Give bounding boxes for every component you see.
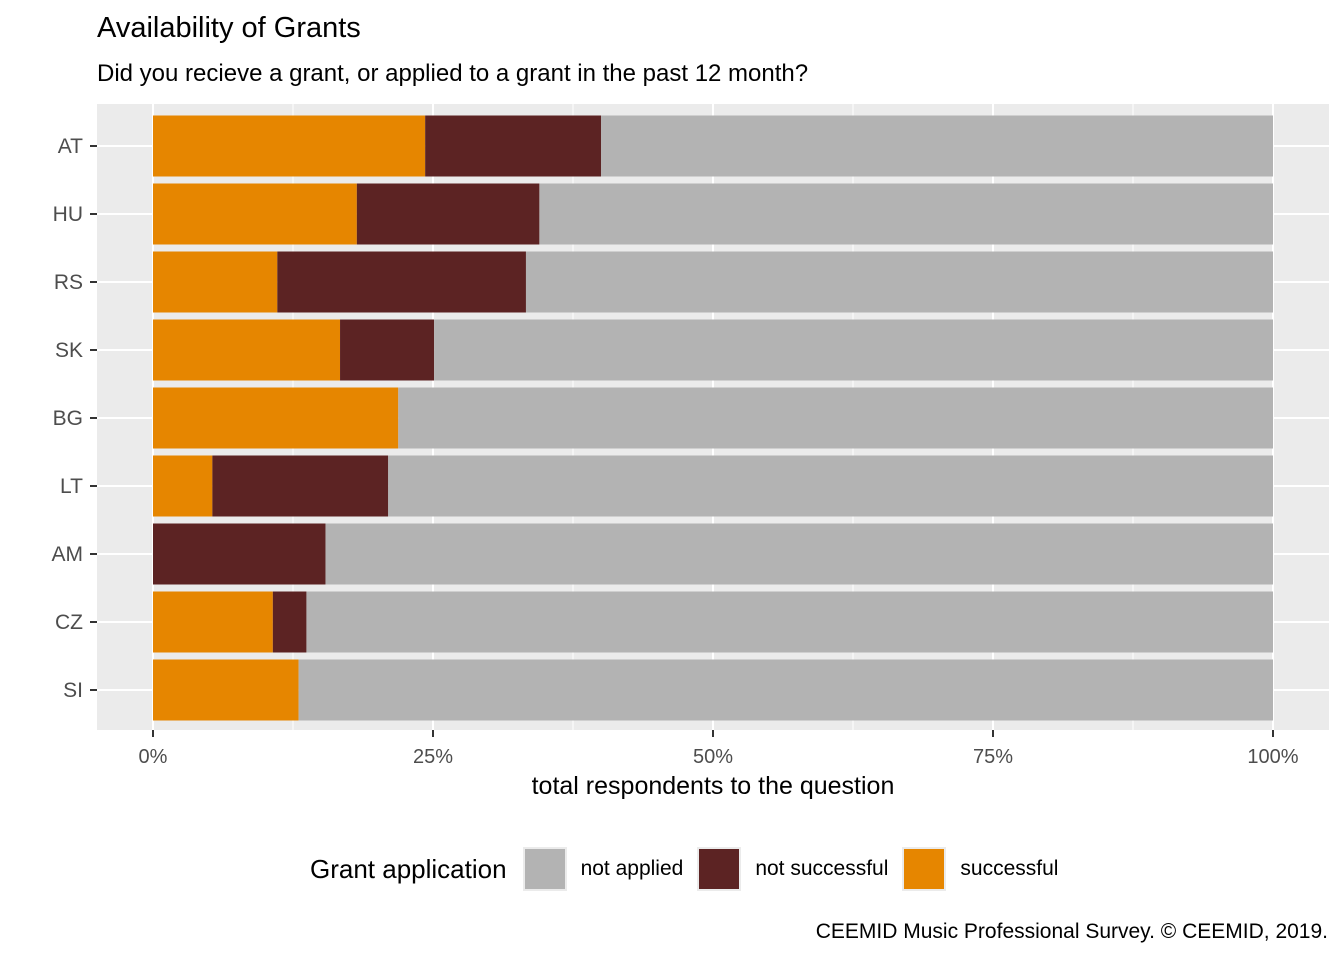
- bar-am-not-successful: [153, 523, 326, 585]
- bar-hu-not-successful: [356, 183, 540, 245]
- bar-rs-not-successful: [277, 251, 526, 313]
- bar-hu-successful: [153, 183, 357, 245]
- legend-key-not-successful: [697, 847, 742, 891]
- bar-si-successful: [153, 659, 299, 721]
- bar-rs-successful: [153, 251, 278, 313]
- y-tick-label: HU: [53, 203, 83, 226]
- bar-at-not-successful: [425, 115, 601, 177]
- y-tick-label: BG: [53, 407, 83, 430]
- legend-label-not-applied: not applied: [580, 857, 684, 880]
- legend-title: Grant application: [310, 853, 507, 884]
- bar-lt-not-successful: [212, 455, 389, 517]
- bar-cz-not-successful: [272, 591, 307, 653]
- bar-bg-not-applied: [398, 387, 1273, 449]
- bar-cz-successful: [153, 591, 273, 653]
- chart-title: Availability of Grants: [97, 12, 361, 44]
- bars: [153, 115, 1274, 721]
- bar-sk-not-successful: [340, 319, 435, 381]
- x-tick-label: 100%: [1247, 746, 1298, 768]
- bar-sk-not-applied: [434, 319, 1273, 381]
- bar-sk-successful: [153, 319, 341, 381]
- x-tick-label: 25%: [413, 746, 453, 768]
- legend-label-successful: successful: [960, 857, 1059, 880]
- y-tick-label: SK: [55, 339, 83, 362]
- chart-subtitle: Did you recieve a grant, or applied to a…: [97, 60, 809, 87]
- y-tick-label: AT: [58, 135, 83, 158]
- y-tick-label: RS: [54, 271, 83, 294]
- bar-lt-successful: [153, 455, 213, 517]
- bar-lt-not-applied: [388, 455, 1273, 517]
- bar-hu-not-applied: [539, 183, 1273, 245]
- bar-cz-not-applied: [306, 591, 1273, 653]
- bar-at-not-applied: [601, 115, 1273, 177]
- y-tick-label: SI: [63, 679, 83, 702]
- legend-key-successful: [902, 847, 947, 891]
- x-axis-label: total respondents to the question: [531, 772, 895, 800]
- bar-am-not-applied: [325, 523, 1274, 585]
- bar-si-not-applied: [298, 659, 1274, 721]
- y-tick-label: AM: [52, 543, 84, 566]
- bar-bg-successful: [153, 387, 399, 449]
- bar-rs-not-applied: [525, 251, 1273, 313]
- y-tick-label: LT: [60, 475, 83, 498]
- y-axis: AT HU RS SK BG LT AM CZ SI: [52, 135, 97, 702]
- legend-key-not-applied: [522, 847, 567, 891]
- x-axis: 0% 25% 50% 75% 100%: [139, 730, 1299, 768]
- y-tick-label: CZ: [55, 611, 83, 634]
- legend-label-not-successful: not successful: [755, 857, 889, 880]
- x-tick-label: 75%: [973, 746, 1013, 768]
- chart-caption: CEEMID Music Professional Survey. © CEEM…: [815, 920, 1328, 943]
- x-tick-label: 50%: [693, 746, 733, 768]
- bar-at-successful: [153, 115, 426, 177]
- x-tick-label: 0%: [139, 746, 168, 768]
- legend: Grant application not applied not succes…: [310, 846, 1072, 892]
